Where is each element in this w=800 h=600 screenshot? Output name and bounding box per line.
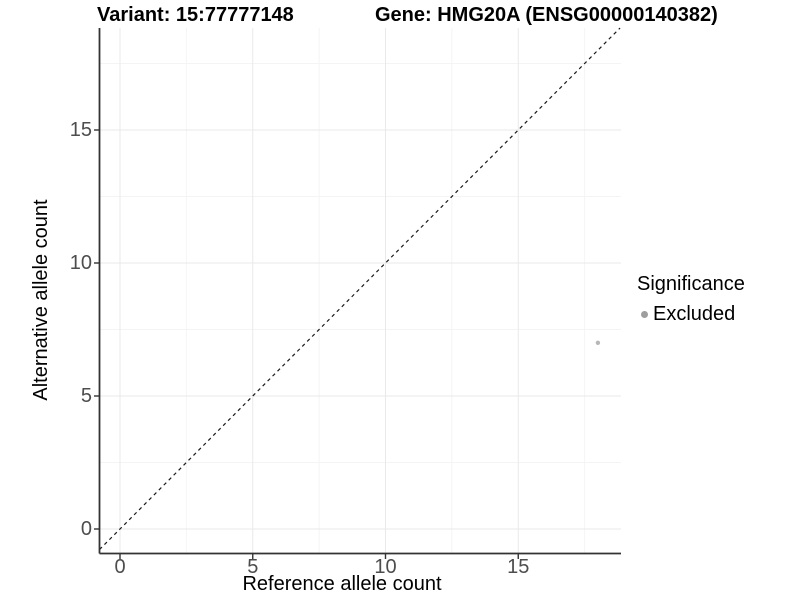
x-tick-label: 15 [507, 556, 530, 578]
x-tick-label: 5 [247, 556, 259, 578]
legend-title: Significance [637, 273, 745, 295]
plot-title-gene: Gene: HMG20A (ENSG00000140382) [375, 4, 718, 26]
y-tick-label: 10 [69, 252, 92, 274]
legend: Significance Excluded [637, 273, 745, 325]
y-tick-label: 0 [80, 518, 92, 540]
x-tick-label: 10 [374, 556, 397, 578]
legend-item-label: Excluded [653, 303, 736, 325]
identity-dashed-line [99, 27, 621, 550]
x-axis-title: Reference allele count [242, 573, 442, 595]
legend-item-excluded: Excluded [637, 292, 745, 325]
data-point [595, 340, 601, 345]
plot-title-variant: Variant: 15:77777148 [97, 4, 294, 26]
x-tick-label: 0 [114, 556, 126, 578]
y-tick-label: 5 [80, 385, 92, 407]
legend-key-point-icon [641, 310, 648, 318]
y-tick-label: 15 [69, 119, 92, 141]
